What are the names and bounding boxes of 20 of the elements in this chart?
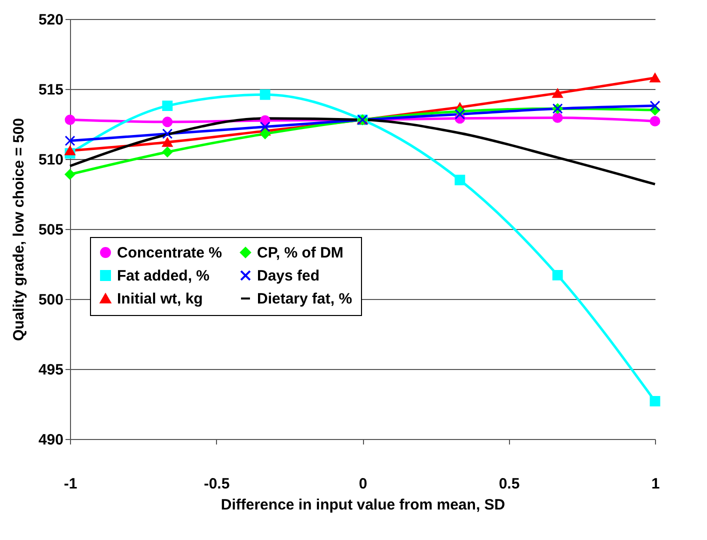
legend-label: Fat added, %: [117, 268, 210, 284]
y-tick-label: 505: [38, 222, 64, 238]
y-tick-label: 495: [38, 362, 64, 378]
y-axis-title: Quality grade, low choice = 500: [10, 118, 28, 342]
x-axis-title: Difference in input value from mean, SD: [220, 496, 506, 514]
y-tick-label: 520: [38, 12, 64, 28]
x-tick-label: 0.5: [498, 476, 520, 492]
y-tick-label: 490: [38, 432, 64, 448]
legend-label: CP, % of DM: [257, 244, 344, 262]
x-tick-label: -1: [64, 476, 78, 492]
legend-label: Days fed: [257, 268, 320, 284]
legend-label: Dietary fat, %: [257, 290, 352, 308]
x-tick-label: -0.5: [204, 476, 230, 492]
y-tick-label: 510: [38, 152, 64, 168]
legend-label: Concentrate %: [117, 244, 222, 262]
legend-label: Initial wt, kg: [117, 290, 203, 308]
x-tick-label: 0: [358, 476, 368, 492]
y-tick-label: 515: [38, 82, 64, 98]
y-tick-label: 500: [38, 292, 64, 308]
x-tick-label: 1: [651, 476, 660, 492]
